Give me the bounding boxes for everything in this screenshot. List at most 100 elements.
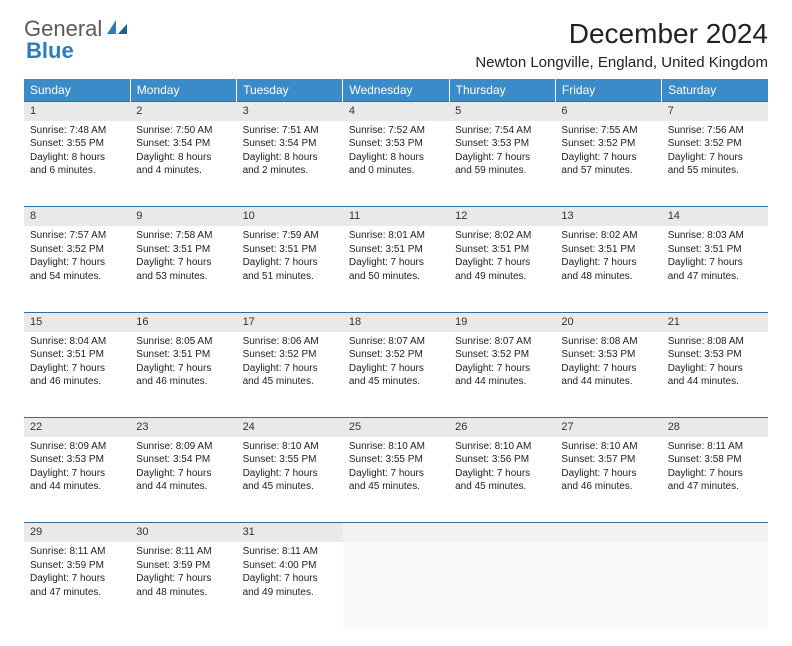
day-cell: Sunrise: 8:10 AMSunset: 3:56 PMDaylight:…: [449, 437, 555, 523]
day-cell: [555, 542, 661, 628]
daylight-text: Daylight: 7 hours: [243, 362, 337, 376]
sunrise-text: Sunrise: 8:02 AM: [455, 229, 549, 243]
sunset-text: Sunset: 3:59 PM: [136, 559, 230, 573]
day-cell: [662, 542, 768, 628]
day-number-row: 22232425262728: [24, 418, 768, 437]
daylight-text: and 44 minutes.: [455, 375, 549, 389]
daylight-text: and 45 minutes.: [243, 375, 337, 389]
sunrise-text: Sunrise: 7:50 AM: [136, 124, 230, 138]
daylight-text: and 45 minutes.: [349, 375, 443, 389]
day-cell: Sunrise: 8:10 AMSunset: 3:55 PMDaylight:…: [237, 437, 343, 523]
day-number-cell: 23: [130, 418, 236, 437]
sunrise-text: Sunrise: 7:56 AM: [668, 124, 762, 138]
sunrise-text: Sunrise: 8:11 AM: [243, 545, 337, 559]
day-number-cell: [555, 523, 661, 542]
title-block: December 2024 Newton Longville, England,…: [475, 18, 768, 71]
sunset-text: Sunset: 3:56 PM: [455, 453, 549, 467]
day-number-row: 15161718192021: [24, 312, 768, 331]
sunrise-text: Sunrise: 8:08 AM: [561, 335, 655, 349]
sunrise-text: Sunrise: 7:51 AM: [243, 124, 337, 138]
day-cell: Sunrise: 8:10 AMSunset: 3:55 PMDaylight:…: [343, 437, 449, 523]
brand-word-1: General: [24, 18, 102, 40]
day-body-row: Sunrise: 7:57 AMSunset: 3:52 PMDaylight:…: [24, 226, 768, 312]
sunset-text: Sunset: 3:55 PM: [30, 137, 124, 151]
day-cell: Sunrise: 7:56 AMSunset: 3:52 PMDaylight:…: [662, 121, 768, 207]
day-number-cell: 8: [24, 207, 130, 226]
brand-logo: General Blue: [24, 18, 128, 62]
daylight-text: and 47 minutes.: [30, 586, 124, 600]
day-number-row: 1234567: [24, 102, 768, 121]
sunset-text: Sunset: 3:53 PM: [349, 137, 443, 151]
sunset-text: Sunset: 3:53 PM: [668, 348, 762, 362]
day-cell: Sunrise: 8:07 AMSunset: 3:52 PMDaylight:…: [449, 332, 555, 418]
daylight-text: Daylight: 7 hours: [243, 256, 337, 270]
daylight-text: and 54 minutes.: [30, 270, 124, 284]
daylight-text: Daylight: 7 hours: [136, 256, 230, 270]
day-number-cell: 29: [24, 523, 130, 542]
sunrise-text: Sunrise: 8:01 AM: [349, 229, 443, 243]
sunrise-text: Sunrise: 8:10 AM: [561, 440, 655, 454]
daylight-text: and 2 minutes.: [243, 164, 337, 178]
weekday-header: Monday: [130, 79, 236, 102]
day-number-cell: 27: [555, 418, 661, 437]
sunrise-text: Sunrise: 8:10 AM: [455, 440, 549, 454]
day-number-cell: 1: [24, 102, 130, 121]
daylight-text: Daylight: 7 hours: [668, 151, 762, 165]
day-number-row: 891011121314: [24, 207, 768, 226]
daylight-text: Daylight: 7 hours: [668, 362, 762, 376]
sunset-text: Sunset: 3:51 PM: [349, 243, 443, 257]
daylight-text: Daylight: 7 hours: [349, 256, 443, 270]
day-number-cell: 17: [237, 312, 343, 331]
daylight-text: and 6 minutes.: [30, 164, 124, 178]
day-cell: Sunrise: 8:02 AMSunset: 3:51 PMDaylight:…: [449, 226, 555, 312]
daylight-text: Daylight: 7 hours: [30, 362, 124, 376]
day-cell: Sunrise: 8:08 AMSunset: 3:53 PMDaylight:…: [662, 332, 768, 418]
day-body-row: Sunrise: 8:09 AMSunset: 3:53 PMDaylight:…: [24, 437, 768, 523]
day-number-cell: 31: [237, 523, 343, 542]
daylight-text: and 49 minutes.: [243, 586, 337, 600]
daylight-text: Daylight: 8 hours: [349, 151, 443, 165]
sunset-text: Sunset: 3:52 PM: [668, 137, 762, 151]
day-cell: Sunrise: 7:52 AMSunset: 3:53 PMDaylight:…: [343, 121, 449, 207]
daylight-text: and 59 minutes.: [455, 164, 549, 178]
day-number-cell: 15: [24, 312, 130, 331]
daylight-text: and 49 minutes.: [455, 270, 549, 284]
daylight-text: Daylight: 7 hours: [136, 572, 230, 586]
sunrise-text: Sunrise: 8:05 AM: [136, 335, 230, 349]
day-cell: Sunrise: 8:11 AMSunset: 3:59 PMDaylight:…: [130, 542, 236, 628]
daylight-text: and 47 minutes.: [668, 480, 762, 494]
daylight-text: and 4 minutes.: [136, 164, 230, 178]
day-number-cell: 24: [237, 418, 343, 437]
page-title: December 2024: [475, 18, 768, 50]
daylight-text: Daylight: 7 hours: [30, 256, 124, 270]
day-number-cell: 25: [343, 418, 449, 437]
day-number-cell: 26: [449, 418, 555, 437]
daylight-text: and 45 minutes.: [349, 480, 443, 494]
day-number-row: 293031: [24, 523, 768, 542]
daylight-text: Daylight: 7 hours: [455, 256, 549, 270]
day-cell: Sunrise: 8:10 AMSunset: 3:57 PMDaylight:…: [555, 437, 661, 523]
weekday-header: Wednesday: [343, 79, 449, 102]
day-number-cell: 19: [449, 312, 555, 331]
daylight-text: Daylight: 7 hours: [561, 256, 655, 270]
sunset-text: Sunset: 3:59 PM: [30, 559, 124, 573]
day-cell: Sunrise: 8:09 AMSunset: 3:54 PMDaylight:…: [130, 437, 236, 523]
day-number-cell: 9: [130, 207, 236, 226]
daylight-text: and 51 minutes.: [243, 270, 337, 284]
sunset-text: Sunset: 4:00 PM: [243, 559, 337, 573]
day-number-cell: 12: [449, 207, 555, 226]
sunrise-text: Sunrise: 8:08 AM: [668, 335, 762, 349]
daylight-text: and 50 minutes.: [349, 270, 443, 284]
sunrise-text: Sunrise: 8:09 AM: [30, 440, 124, 454]
sunset-text: Sunset: 3:52 PM: [243, 348, 337, 362]
calendar-page: General Blue December 2024 Newton Longvi…: [0, 0, 792, 646]
sunrise-text: Sunrise: 7:54 AM: [455, 124, 549, 138]
sunset-text: Sunset: 3:51 PM: [136, 243, 230, 257]
sunrise-text: Sunrise: 8:09 AM: [136, 440, 230, 454]
day-body-row: Sunrise: 8:11 AMSunset: 3:59 PMDaylight:…: [24, 542, 768, 628]
sunset-text: Sunset: 3:58 PM: [668, 453, 762, 467]
sunset-text: Sunset: 3:52 PM: [455, 348, 549, 362]
sunset-text: Sunset: 3:53 PM: [455, 137, 549, 151]
day-cell: Sunrise: 8:04 AMSunset: 3:51 PMDaylight:…: [24, 332, 130, 418]
daylight-text: and 45 minutes.: [455, 480, 549, 494]
